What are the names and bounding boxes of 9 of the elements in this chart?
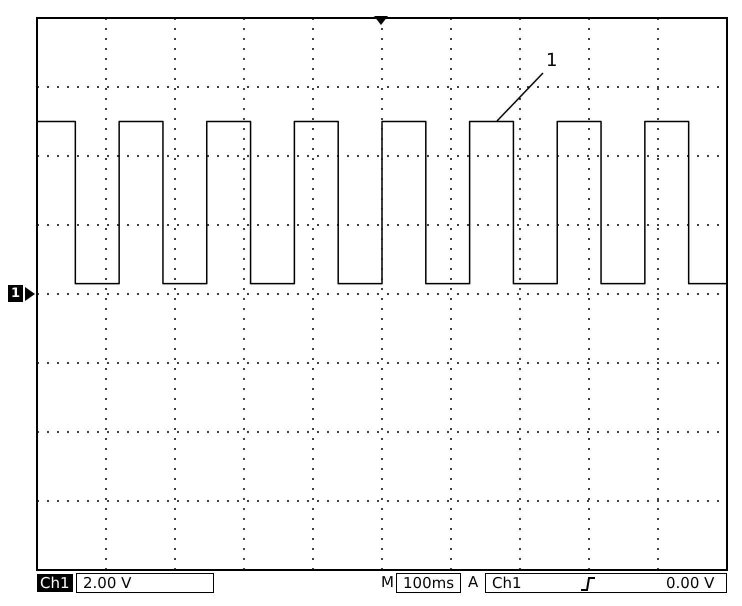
text: 0.00 V (666, 574, 714, 592)
text: 100ms (396, 573, 462, 593)
text: Ch1 (492, 574, 522, 592)
text: Ch1 (37, 574, 73, 592)
text: 1 (546, 50, 558, 70)
text: 2.00 V (76, 573, 214, 593)
text: A (468, 573, 478, 591)
text: 1 (8, 285, 24, 302)
text: M (381, 573, 394, 591)
